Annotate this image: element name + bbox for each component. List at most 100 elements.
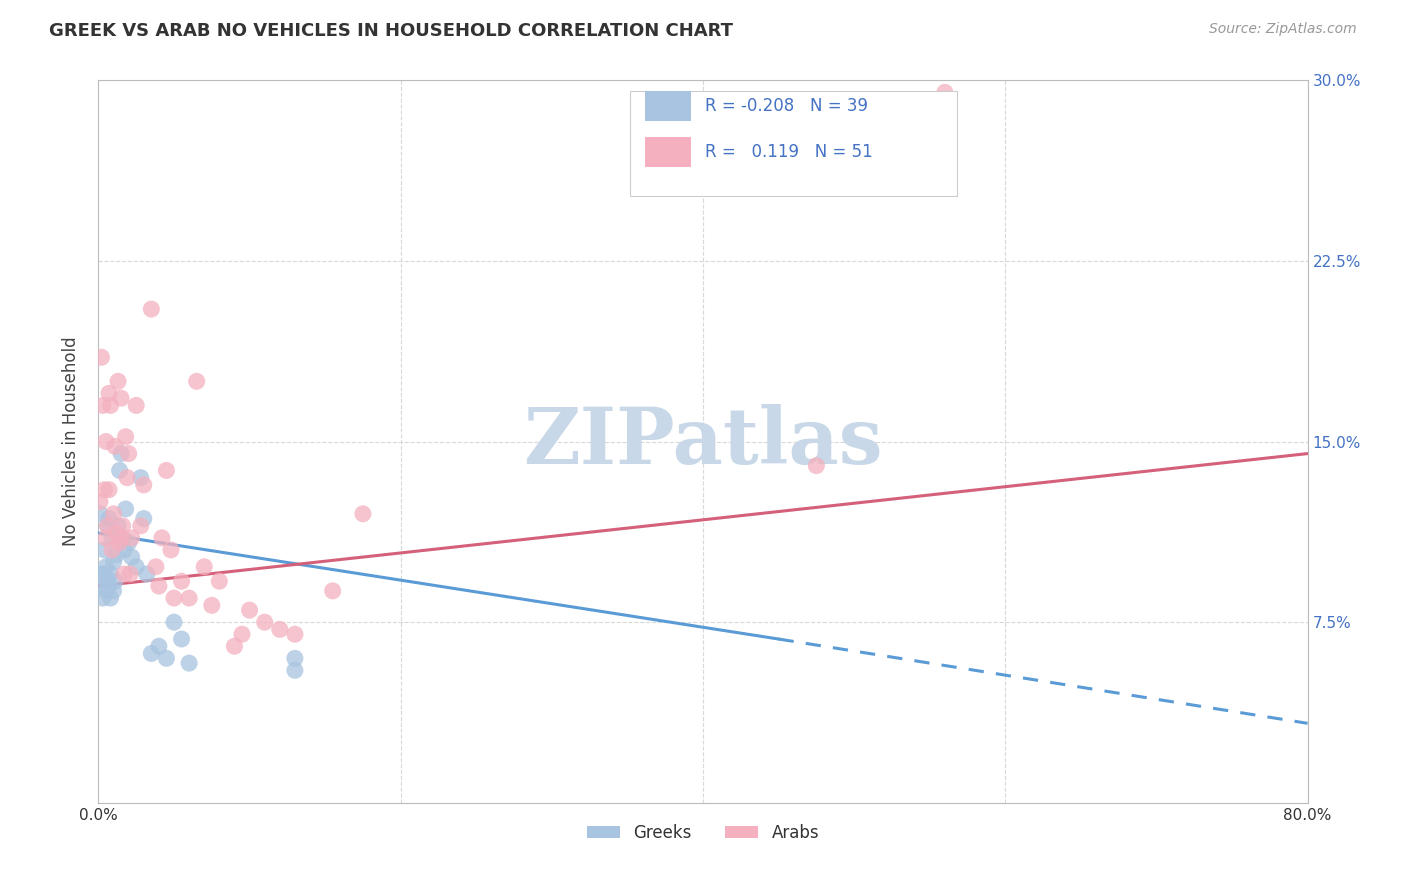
Point <box>114 502 136 516</box>
Point <box>101 542 124 557</box>
Point <box>94 559 117 574</box>
Point <box>108 463 131 477</box>
Point <box>121 531 143 545</box>
Point <box>91 398 114 412</box>
Point <box>253 615 276 630</box>
Point <box>98 483 121 497</box>
Point <box>135 567 157 582</box>
Point <box>806 458 828 473</box>
Point <box>104 574 127 589</box>
Point <box>284 664 307 678</box>
Point <box>93 567 115 582</box>
Point <box>100 567 122 582</box>
Point <box>108 535 131 549</box>
Point <box>118 446 141 460</box>
Point <box>934 85 956 99</box>
Point <box>145 559 167 574</box>
Point <box>186 374 208 388</box>
Point <box>90 350 112 364</box>
Point <box>94 583 117 598</box>
Point <box>110 391 132 405</box>
Point <box>98 579 121 593</box>
FancyBboxPatch shape <box>645 136 690 167</box>
Point <box>93 542 115 557</box>
Legend: Greeks, Arabs: Greeks, Arabs <box>581 817 825 848</box>
Point <box>96 574 118 589</box>
Point <box>112 542 135 557</box>
Point <box>125 398 148 412</box>
Point <box>114 430 136 444</box>
Point <box>284 651 307 665</box>
FancyBboxPatch shape <box>645 91 690 121</box>
Point <box>155 651 177 665</box>
Point <box>208 574 231 589</box>
Point <box>141 647 163 661</box>
Point <box>132 478 155 492</box>
Point <box>284 627 307 641</box>
Point <box>132 511 155 525</box>
Point <box>179 656 201 670</box>
Point <box>89 507 111 521</box>
Point <box>110 446 132 460</box>
Point <box>98 386 121 401</box>
Point <box>93 483 115 497</box>
Point <box>112 567 135 582</box>
Point <box>107 374 129 388</box>
Point <box>103 555 125 569</box>
Point <box>121 550 143 565</box>
Point <box>91 579 114 593</box>
Point <box>111 531 134 545</box>
Point <box>179 591 201 605</box>
Point <box>91 591 114 605</box>
Point <box>150 531 173 545</box>
Text: R = -0.208   N = 39: R = -0.208 N = 39 <box>706 97 869 115</box>
Point <box>100 398 122 412</box>
Point <box>120 567 142 582</box>
Point <box>148 639 170 653</box>
Point <box>160 542 183 557</box>
Point <box>239 603 262 617</box>
Point <box>107 518 129 533</box>
Text: ZIPatlas: ZIPatlas <box>523 403 883 480</box>
Point <box>96 518 118 533</box>
Point <box>352 507 374 521</box>
Text: Source: ZipAtlas.com: Source: ZipAtlas.com <box>1209 22 1357 37</box>
Point <box>104 439 127 453</box>
Point <box>163 615 186 630</box>
Point <box>269 623 291 637</box>
Point <box>90 567 112 582</box>
Point <box>98 511 121 525</box>
Point <box>141 301 163 317</box>
Point <box>231 627 253 641</box>
Point <box>193 559 215 574</box>
Point <box>94 434 117 449</box>
Point <box>94 531 117 545</box>
Point <box>125 559 148 574</box>
Point <box>118 535 141 549</box>
Text: R =   0.119   N = 51: R = 0.119 N = 51 <box>706 143 873 161</box>
Point <box>111 518 134 533</box>
Point <box>103 583 125 598</box>
Point <box>115 470 138 484</box>
Y-axis label: No Vehicles in Household: No Vehicles in Household <box>62 336 80 547</box>
Point <box>129 518 152 533</box>
Point <box>96 518 118 533</box>
Point <box>105 548 128 562</box>
Text: GREEK VS ARAB NO VEHICLES IN HOUSEHOLD CORRELATION CHART: GREEK VS ARAB NO VEHICLES IN HOUSEHOLD C… <box>49 22 733 40</box>
Point <box>148 579 170 593</box>
Point <box>129 470 152 484</box>
FancyBboxPatch shape <box>630 91 957 196</box>
Point <box>170 632 193 646</box>
Point <box>110 531 132 545</box>
Point <box>100 591 122 605</box>
Point <box>163 591 186 605</box>
Point <box>101 531 124 545</box>
Point <box>201 599 224 613</box>
Point <box>322 583 344 598</box>
Point <box>105 526 128 541</box>
Point <box>155 463 177 477</box>
Point <box>89 494 111 508</box>
Point <box>224 639 246 653</box>
Point <box>103 507 125 521</box>
Point <box>170 574 193 589</box>
